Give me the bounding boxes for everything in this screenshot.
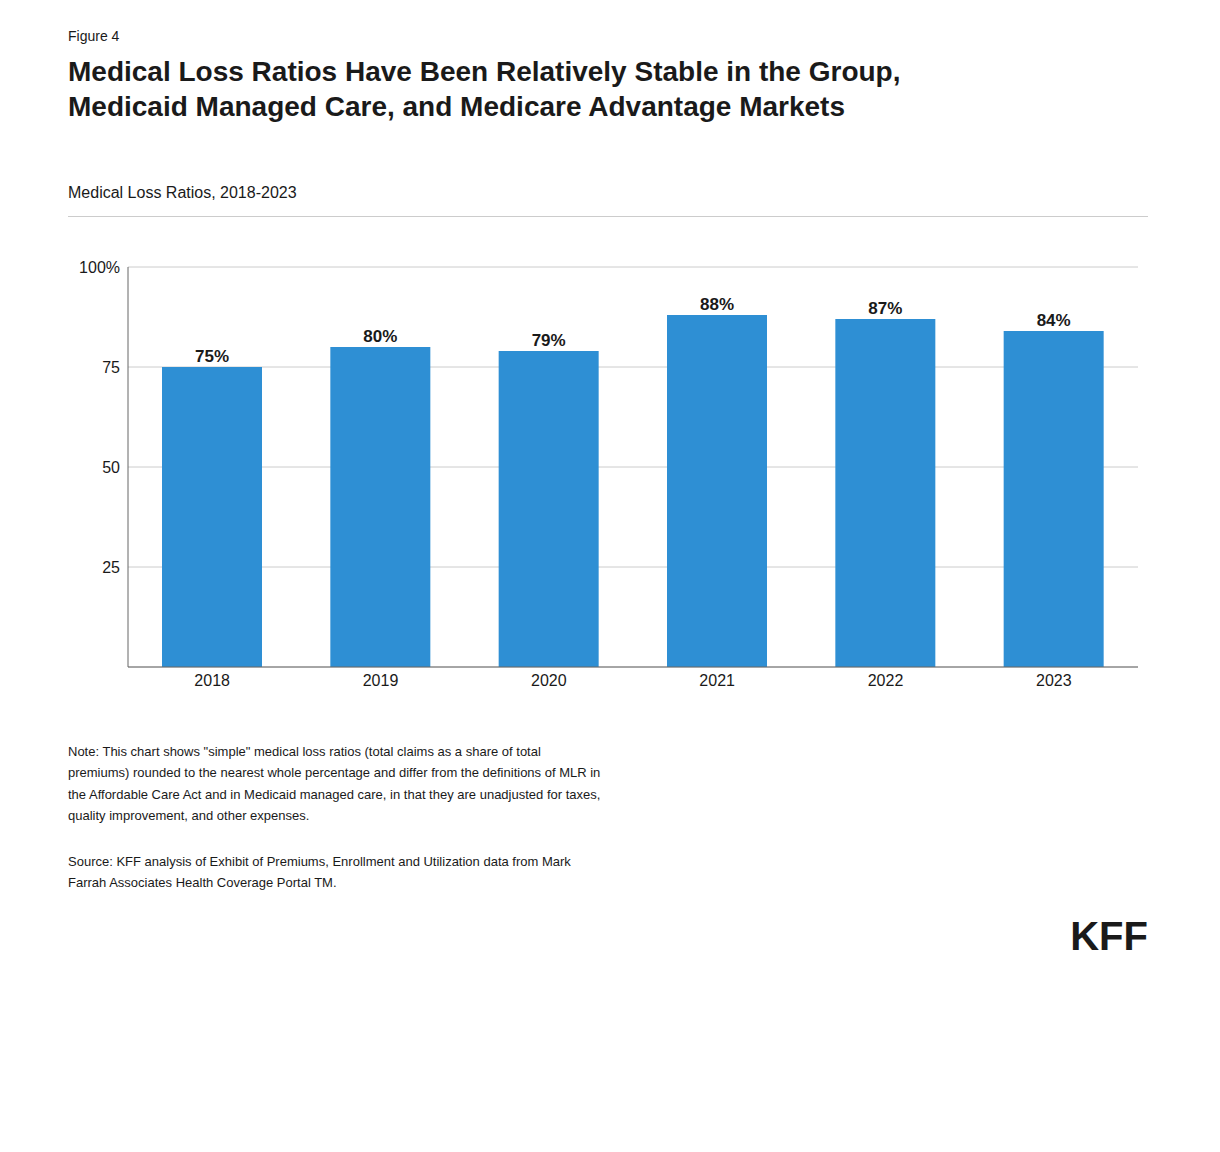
svg-text:79%: 79% (532, 331, 566, 350)
svg-text:50: 50 (102, 459, 120, 476)
svg-text:75: 75 (102, 359, 120, 376)
svg-text:100%: 100% (79, 259, 120, 276)
html-text:Note: This chart shows "simple: Note: This chart shows "simple" medical … (68, 744, 601, 824)
svg-text:2021: 2021 (699, 672, 735, 689)
svg-text:2019: 2019 (363, 672, 399, 689)
svg-text:2023: 2023 (1036, 672, 1072, 689)
html-text:KFF: KFF (1070, 913, 1148, 958)
svg-text:87%: 87% (868, 299, 902, 318)
svg-text:2020: 2020 (531, 672, 567, 689)
svg-text:25: 25 (102, 559, 120, 576)
svg-text:2022: 2022 (868, 672, 904, 689)
svg-text:84%: 84% (1037, 311, 1071, 330)
svg-text:2018: 2018 (194, 672, 230, 689)
html-text:Figure 4: Figure 4 (68, 28, 120, 44)
svg-text:80%: 80% (363, 327, 397, 346)
html-text:Source: KFF analysis of Exhibi: Source: KFF analysis of Exhibit of Premi… (68, 853, 571, 891)
svg-text:88%: 88% (700, 295, 734, 314)
svg-text:75%: 75% (195, 347, 229, 366)
html-text:Medical Loss Ratios Have Been: Medical Loss Ratios Have Been Relatively… (68, 56, 901, 122)
html-text:Medical Loss Ratios, 2018-2023: Medical Loss Ratios, 2018-2023 (68, 184, 297, 201)
